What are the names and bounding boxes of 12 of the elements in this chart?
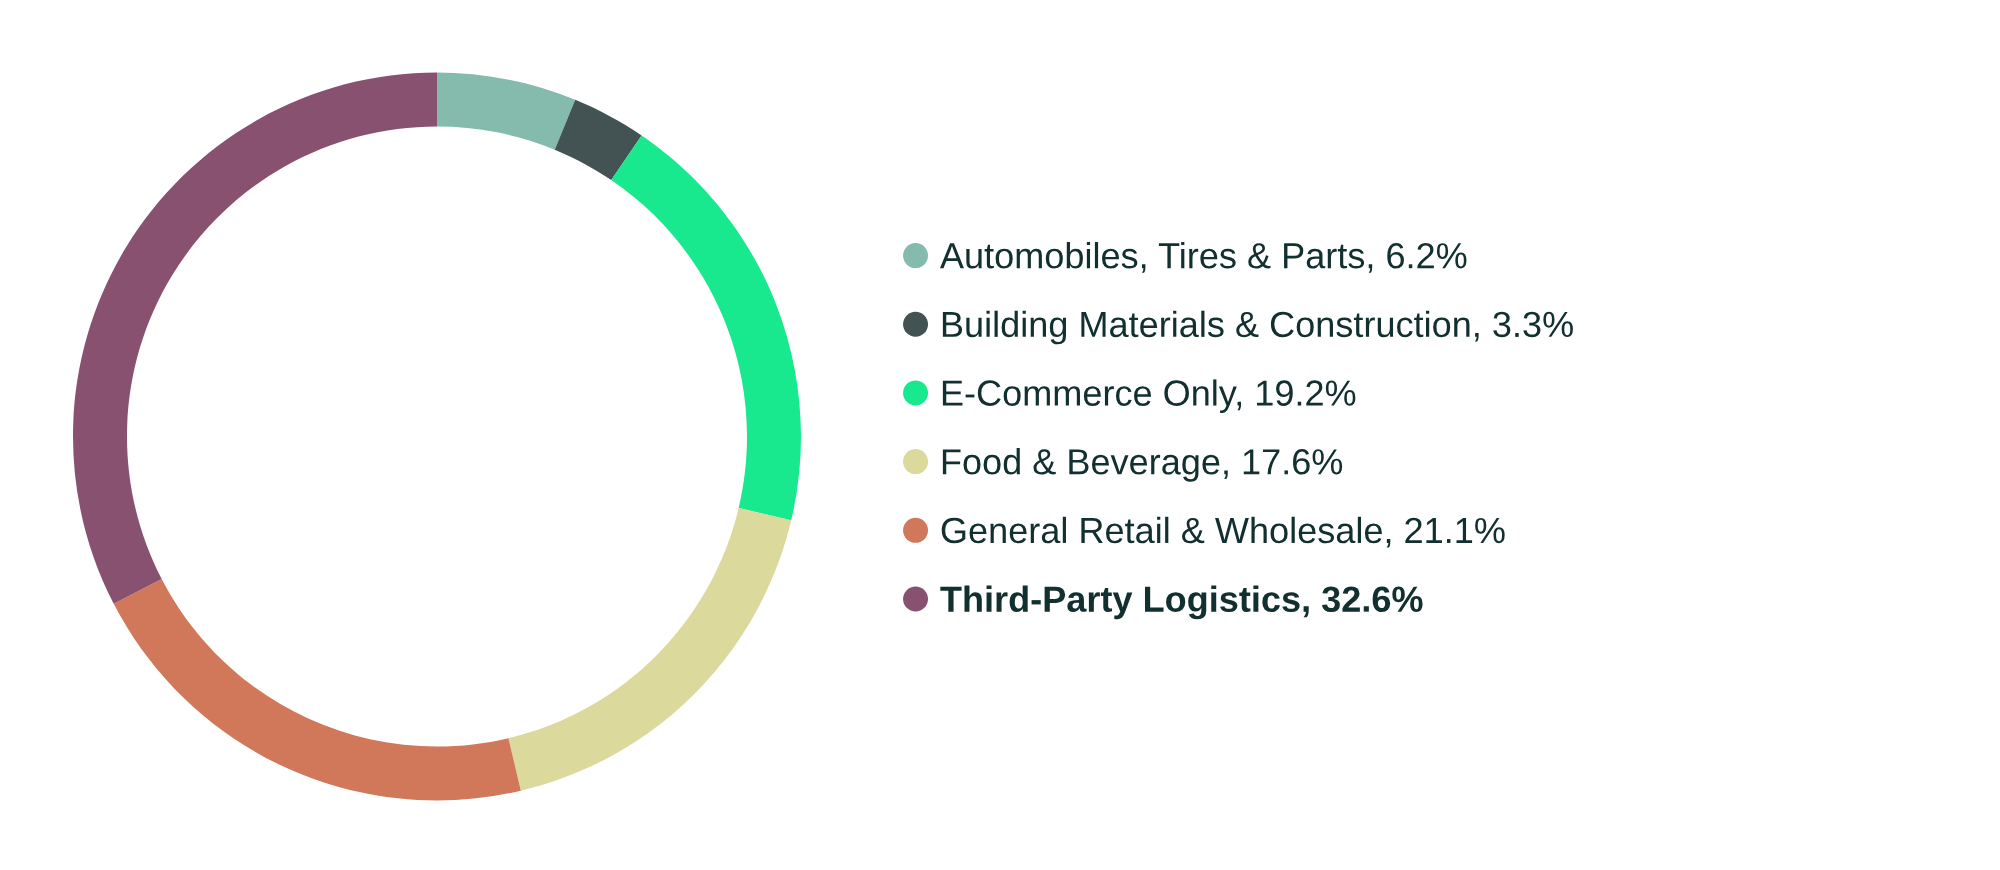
- donut-slice: [437, 72, 576, 150]
- donut-slice: [611, 135, 801, 521]
- legend-label: Third-Party Logistics, 32.6%: [940, 585, 1423, 620]
- legend-label: Building Materials & Construction, 3.3%: [942, 310, 1573, 345]
- legend-label: Food & Beverage, 17.6%: [942, 448, 1343, 482]
- legend-label: Automobiles, Tires & Parts, 6.2%: [939, 242, 1467, 273]
- donut-slice: [508, 507, 792, 791]
- donut-slice: [113, 578, 521, 801]
- donut-slice: [73, 72, 437, 604]
- legend-label: E-Commerce Only, 19.2%: [942, 379, 1356, 414]
- legend-label: General Retail & Wholesale, 21.1%: [941, 516, 1505, 548]
- donut-slice: [554, 99, 642, 181]
